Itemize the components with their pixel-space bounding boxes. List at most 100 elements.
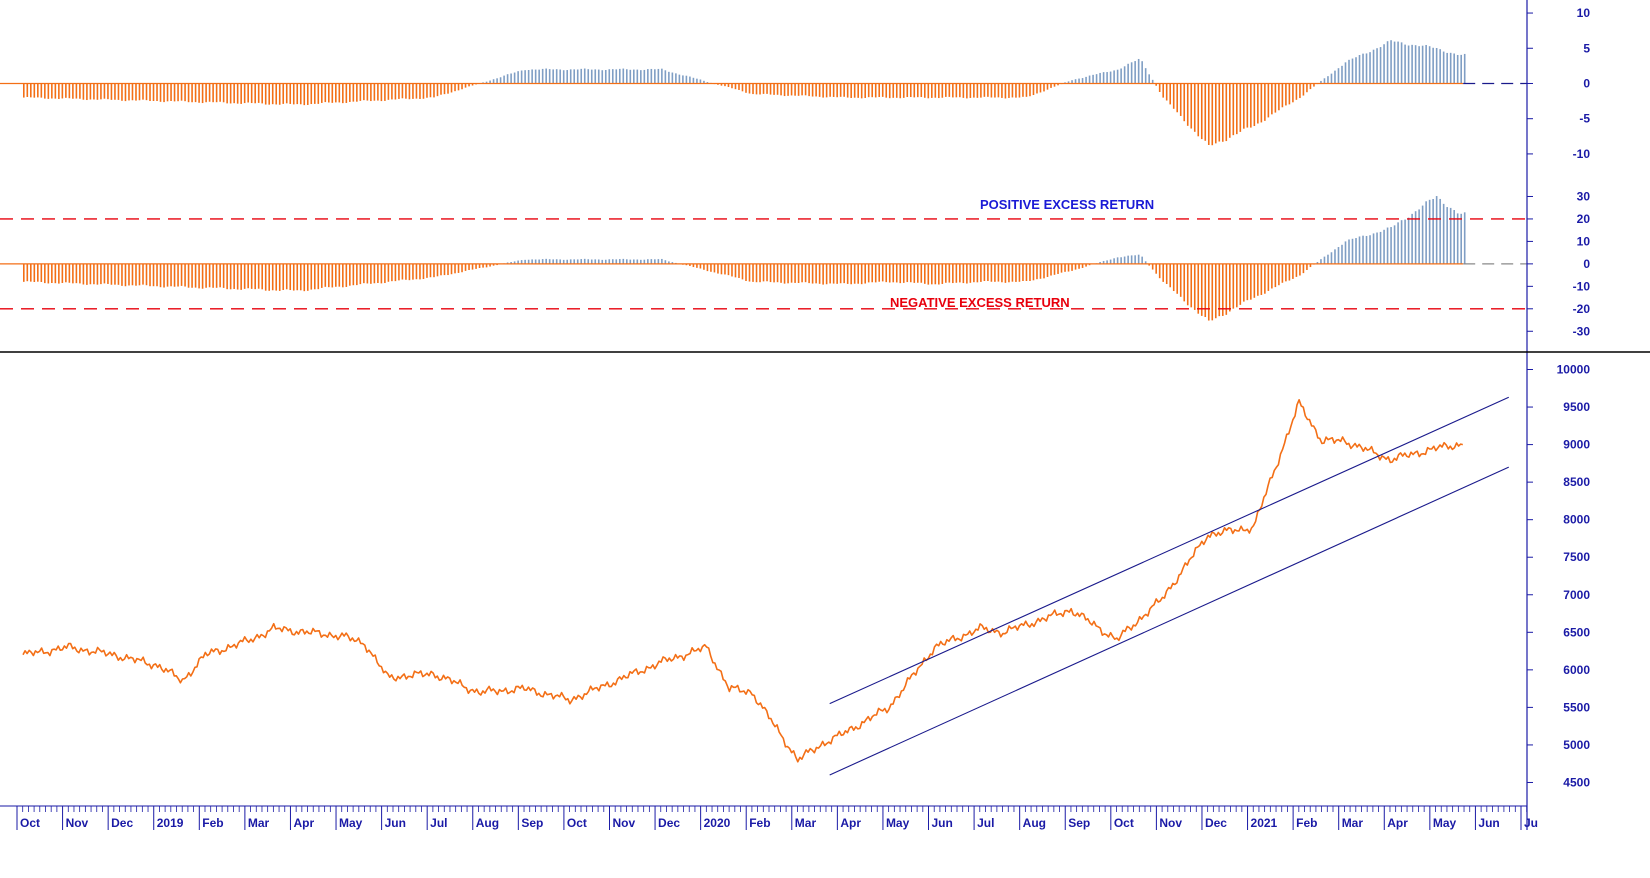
negative-bar — [363, 263, 365, 284]
positive-bar — [590, 259, 593, 264]
negative-bar — [303, 263, 306, 292]
positive-bar — [1323, 256, 1326, 264]
negative-bar — [1004, 83, 1007, 99]
positive-bar — [1116, 69, 1119, 84]
negative-bar — [962, 83, 965, 98]
negative-bar — [1011, 263, 1014, 282]
negative-bar — [1236, 263, 1238, 308]
negative-bar — [285, 83, 288, 104]
negative-bar — [720, 83, 723, 86]
negative-bar — [142, 83, 144, 100]
negative-bar — [952, 263, 954, 284]
negative-bar — [454, 263, 456, 274]
positive-bar — [569, 259, 572, 264]
negative-bar — [240, 263, 242, 290]
negative-bar — [447, 83, 449, 94]
negative-bar — [440, 83, 442, 95]
negative-bar — [380, 83, 383, 102]
y-tick-label: 6000 — [1563, 663, 1590, 677]
negative-bar — [878, 263, 881, 282]
negative-bar — [398, 263, 400, 281]
positive-bar — [1397, 222, 1399, 264]
positive-bar — [545, 68, 547, 84]
negative-bar — [163, 83, 165, 103]
positive-bar — [1358, 236, 1361, 264]
negative-bar — [1039, 83, 1042, 93]
y-tick-label: 8500 — [1563, 475, 1590, 489]
negative-bar — [236, 83, 239, 104]
negative-bar — [75, 83, 78, 99]
negative-bar — [131, 83, 134, 101]
negative-bar — [738, 83, 740, 90]
negative-bar — [1179, 83, 1182, 116]
negative-bar — [769, 83, 772, 95]
positive-bar — [1372, 49, 1375, 84]
positive-bar — [1092, 74, 1094, 84]
positive-bar — [671, 72, 674, 84]
negative-bar — [776, 83, 779, 95]
positive-bar — [661, 258, 663, 264]
negative-bar — [436, 263, 439, 277]
positive-bar — [1099, 72, 1101, 84]
negative-bar — [997, 83, 1000, 98]
negative-bar — [278, 263, 281, 291]
negative-bar — [187, 83, 190, 103]
negative-bar — [987, 83, 989, 97]
negative-bar — [692, 263, 695, 268]
chart-frame — [0, 0, 1650, 830]
positive-bar — [1393, 225, 1396, 264]
negative-bar — [867, 83, 870, 98]
y-tick-label: 10 — [1577, 234, 1591, 248]
positive-bar — [604, 70, 607, 84]
positive-bar — [618, 259, 621, 264]
positive-bar — [1453, 210, 1455, 264]
negative-bar — [342, 263, 344, 288]
negative-bar — [1267, 263, 1270, 291]
negative-bar — [755, 83, 758, 95]
negative-bar — [1036, 263, 1038, 280]
negative-bar — [699, 263, 702, 269]
x-tick-label: Nov — [612, 816, 635, 830]
negative-bar — [853, 263, 856, 284]
negative-bar — [471, 83, 474, 86]
x-tick-label: Aug — [1023, 816, 1046, 830]
negative-bar — [405, 263, 407, 280]
negative-bar — [271, 263, 274, 291]
positive-bar — [510, 73, 512, 84]
negative-bar — [117, 83, 120, 100]
negative-bar — [107, 83, 109, 100]
negative-bar — [818, 263, 821, 284]
negative-bar — [349, 263, 351, 286]
positive-bar — [555, 259, 558, 264]
positive-bar — [1074, 79, 1077, 84]
positive-bar — [1102, 260, 1105, 264]
price-panel: 10000 9500 9000 8500 8000 7500 7000 6500 6000 550… — [22, 363, 1590, 789]
negative-bar — [1025, 263, 1028, 282]
positive-bar — [654, 259, 656, 264]
negative-bar — [328, 83, 330, 103]
positive-bar — [1334, 249, 1336, 264]
negative-bar — [966, 83, 968, 99]
positive-bar — [1351, 238, 1354, 264]
negative-bar — [268, 263, 271, 291]
negative-bar — [310, 83, 313, 105]
negative-bar — [282, 263, 285, 290]
time-axis: Oct Nov Dec 2019 Feb Mar Apr May Jun Jul Aug Sep Oct… — [0, 805, 1538, 830]
negative-bar — [1186, 263, 1189, 306]
negative-bar — [696, 263, 698, 268]
x-tick-label: Oct — [1114, 816, 1134, 830]
positive-bar — [576, 69, 579, 84]
negative-bar — [243, 263, 246, 289]
middle-excess-return-panel: 30 20 10 0 -10 -20 -30 POSITIVE EXCESS RETURN NE… — [0, 189, 1590, 338]
x-tick-label: May — [1433, 816, 1457, 830]
negative-bar — [1022, 83, 1024, 97]
negative-bar — [96, 263, 99, 285]
negative-bar — [780, 83, 782, 96]
negative-bar — [864, 263, 866, 284]
positive-bar — [1442, 203, 1445, 264]
negative-bar — [166, 83, 169, 102]
positive-bar — [1411, 213, 1413, 264]
negative-bar — [222, 83, 225, 103]
negative-bar — [1221, 83, 1224, 142]
x-tick-label: 2020 — [704, 816, 731, 830]
